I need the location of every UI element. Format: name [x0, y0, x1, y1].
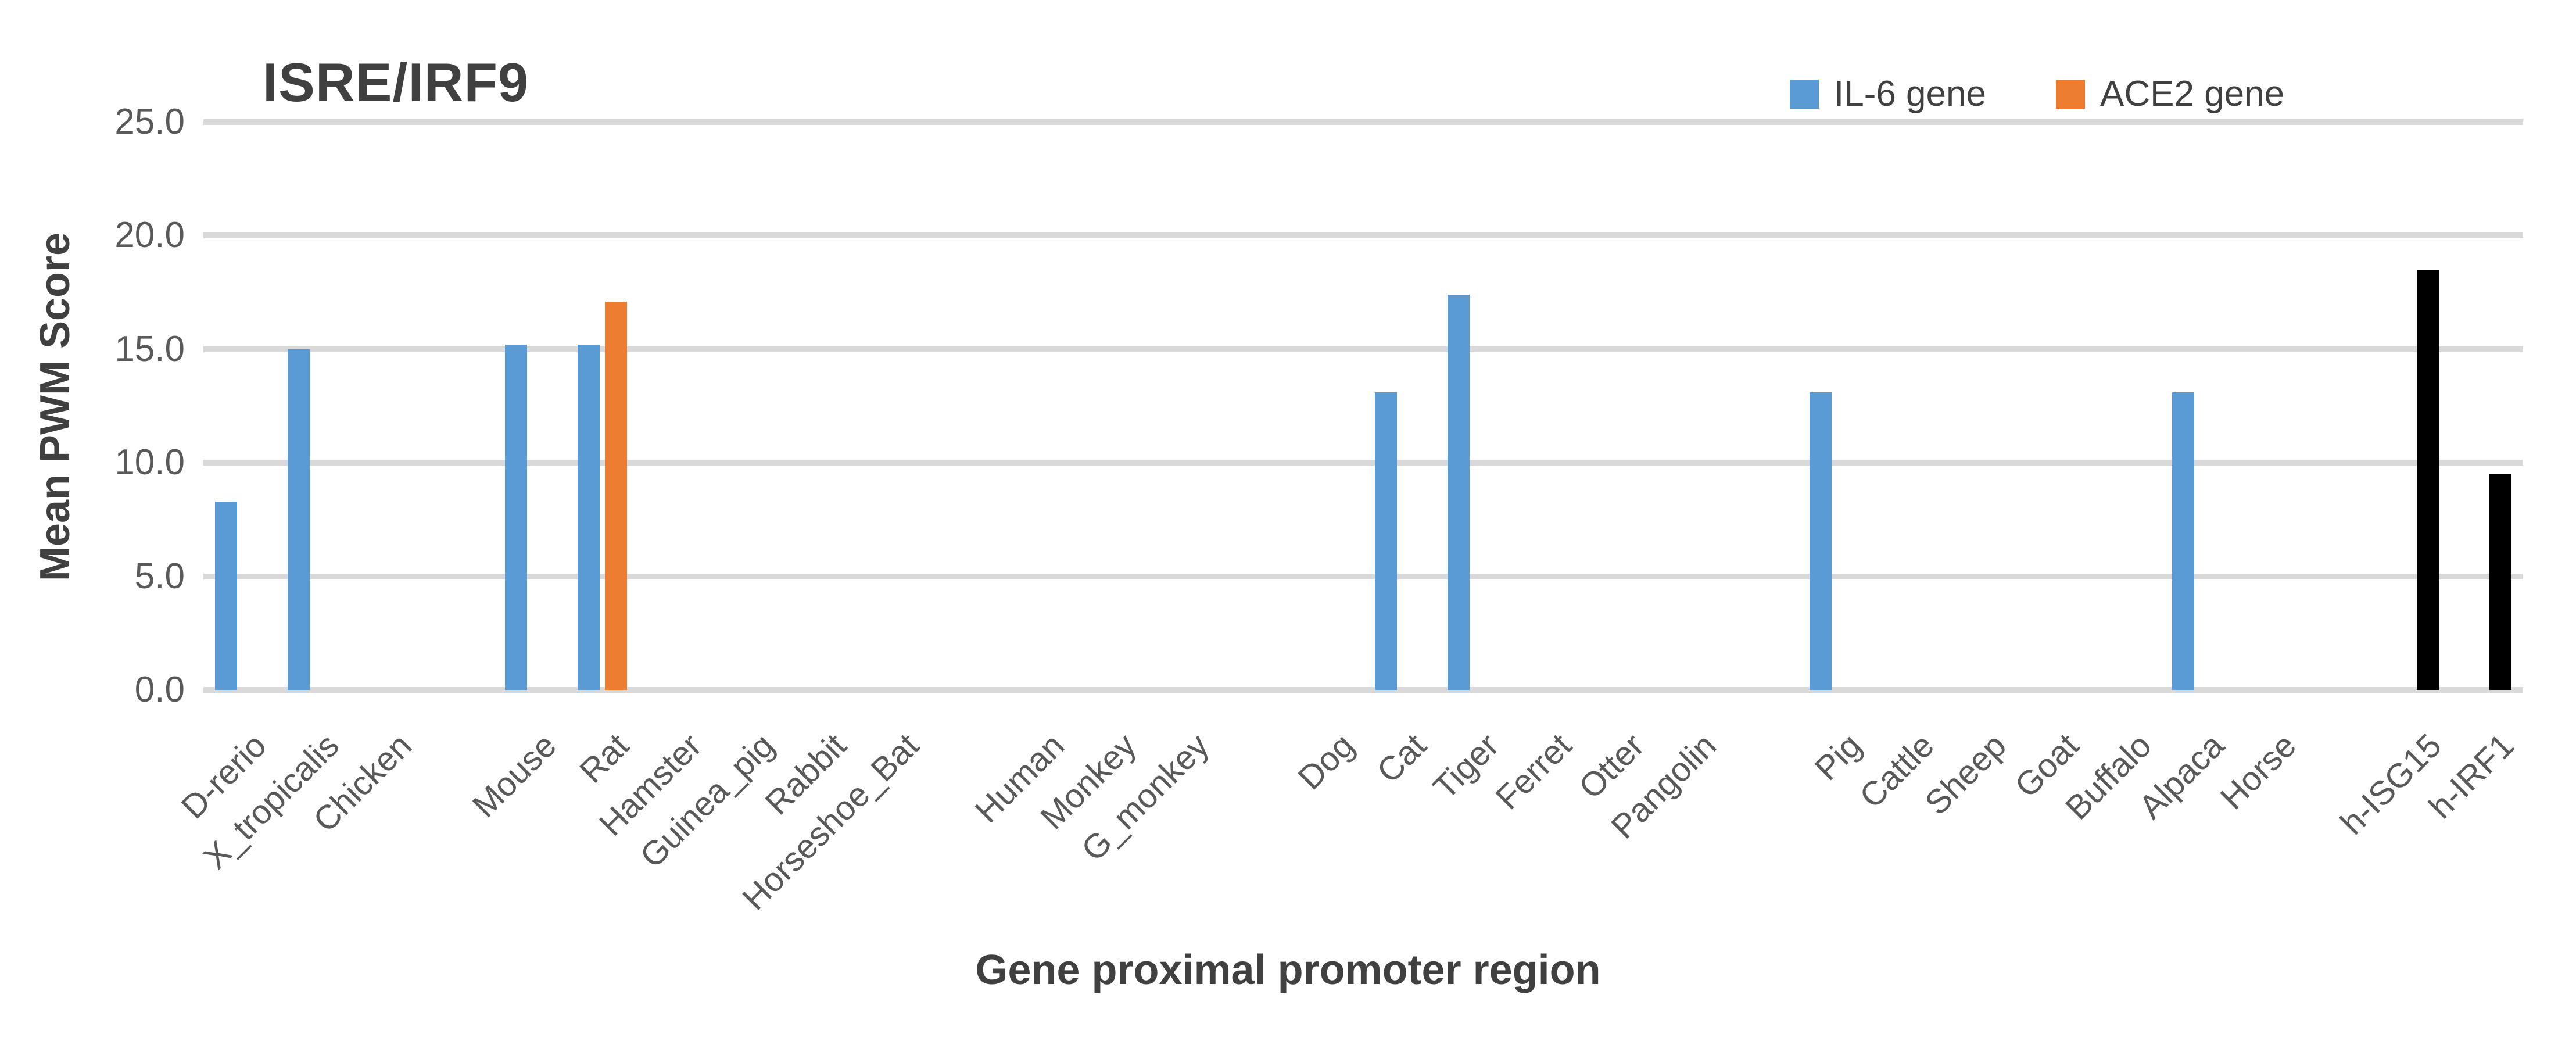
gridline: [203, 232, 2523, 239]
bar-Pig: [1810, 392, 1832, 690]
bar-D-rerio: [214, 501, 237, 690]
legend-item: ACE2 gene: [2056, 73, 2284, 115]
legend-item: IL-6 gene: [1790, 73, 1986, 115]
legend-swatch-icon: [1790, 79, 1819, 109]
y-tick-label: 10.0: [114, 442, 185, 483]
chart-title: ISRE/IRF9: [263, 52, 529, 113]
x-axis-title: Gene proximal promoter region: [975, 947, 1601, 993]
gridline: [203, 346, 2523, 352]
gridline: [203, 460, 2523, 466]
bar-Tiger: [1447, 295, 1470, 690]
legend: IL-6 gene ACE2 gene: [1790, 73, 2284, 115]
bar-h-IRF1: [2489, 474, 2512, 690]
bar-h-ISG15: [2417, 270, 2439, 690]
gridline: [203, 687, 2523, 693]
legend-swatch-icon: [2056, 79, 2085, 109]
y-tick-label: 0.0: [134, 670, 185, 710]
y-tick-label: 25.0: [114, 102, 185, 142]
y-tick-label: 20.0: [114, 215, 185, 256]
gridline: [203, 119, 2523, 125]
y-axis-title: Mean PWM Score: [32, 232, 78, 582]
bar-Alpaca: [2172, 392, 2195, 690]
bar-Rat: [604, 301, 627, 690]
gridline: [203, 573, 2523, 579]
bar-X_tropicalis: [287, 349, 310, 690]
bar-Cat: [1374, 392, 1397, 690]
bar-Rat: [577, 344, 600, 690]
y-tick-label: 15.0: [114, 328, 185, 369]
bar-Mouse: [504, 344, 527, 690]
legend-label: IL-6 gene: [1834, 74, 1986, 114]
bar-chart: ISRE/IRF9 Mean PWM Score Gene proximal p…: [32, 52, 2523, 993]
legend-label: ACE2 gene: [2100, 74, 2285, 114]
y-tick-label: 5.0: [134, 556, 185, 596]
